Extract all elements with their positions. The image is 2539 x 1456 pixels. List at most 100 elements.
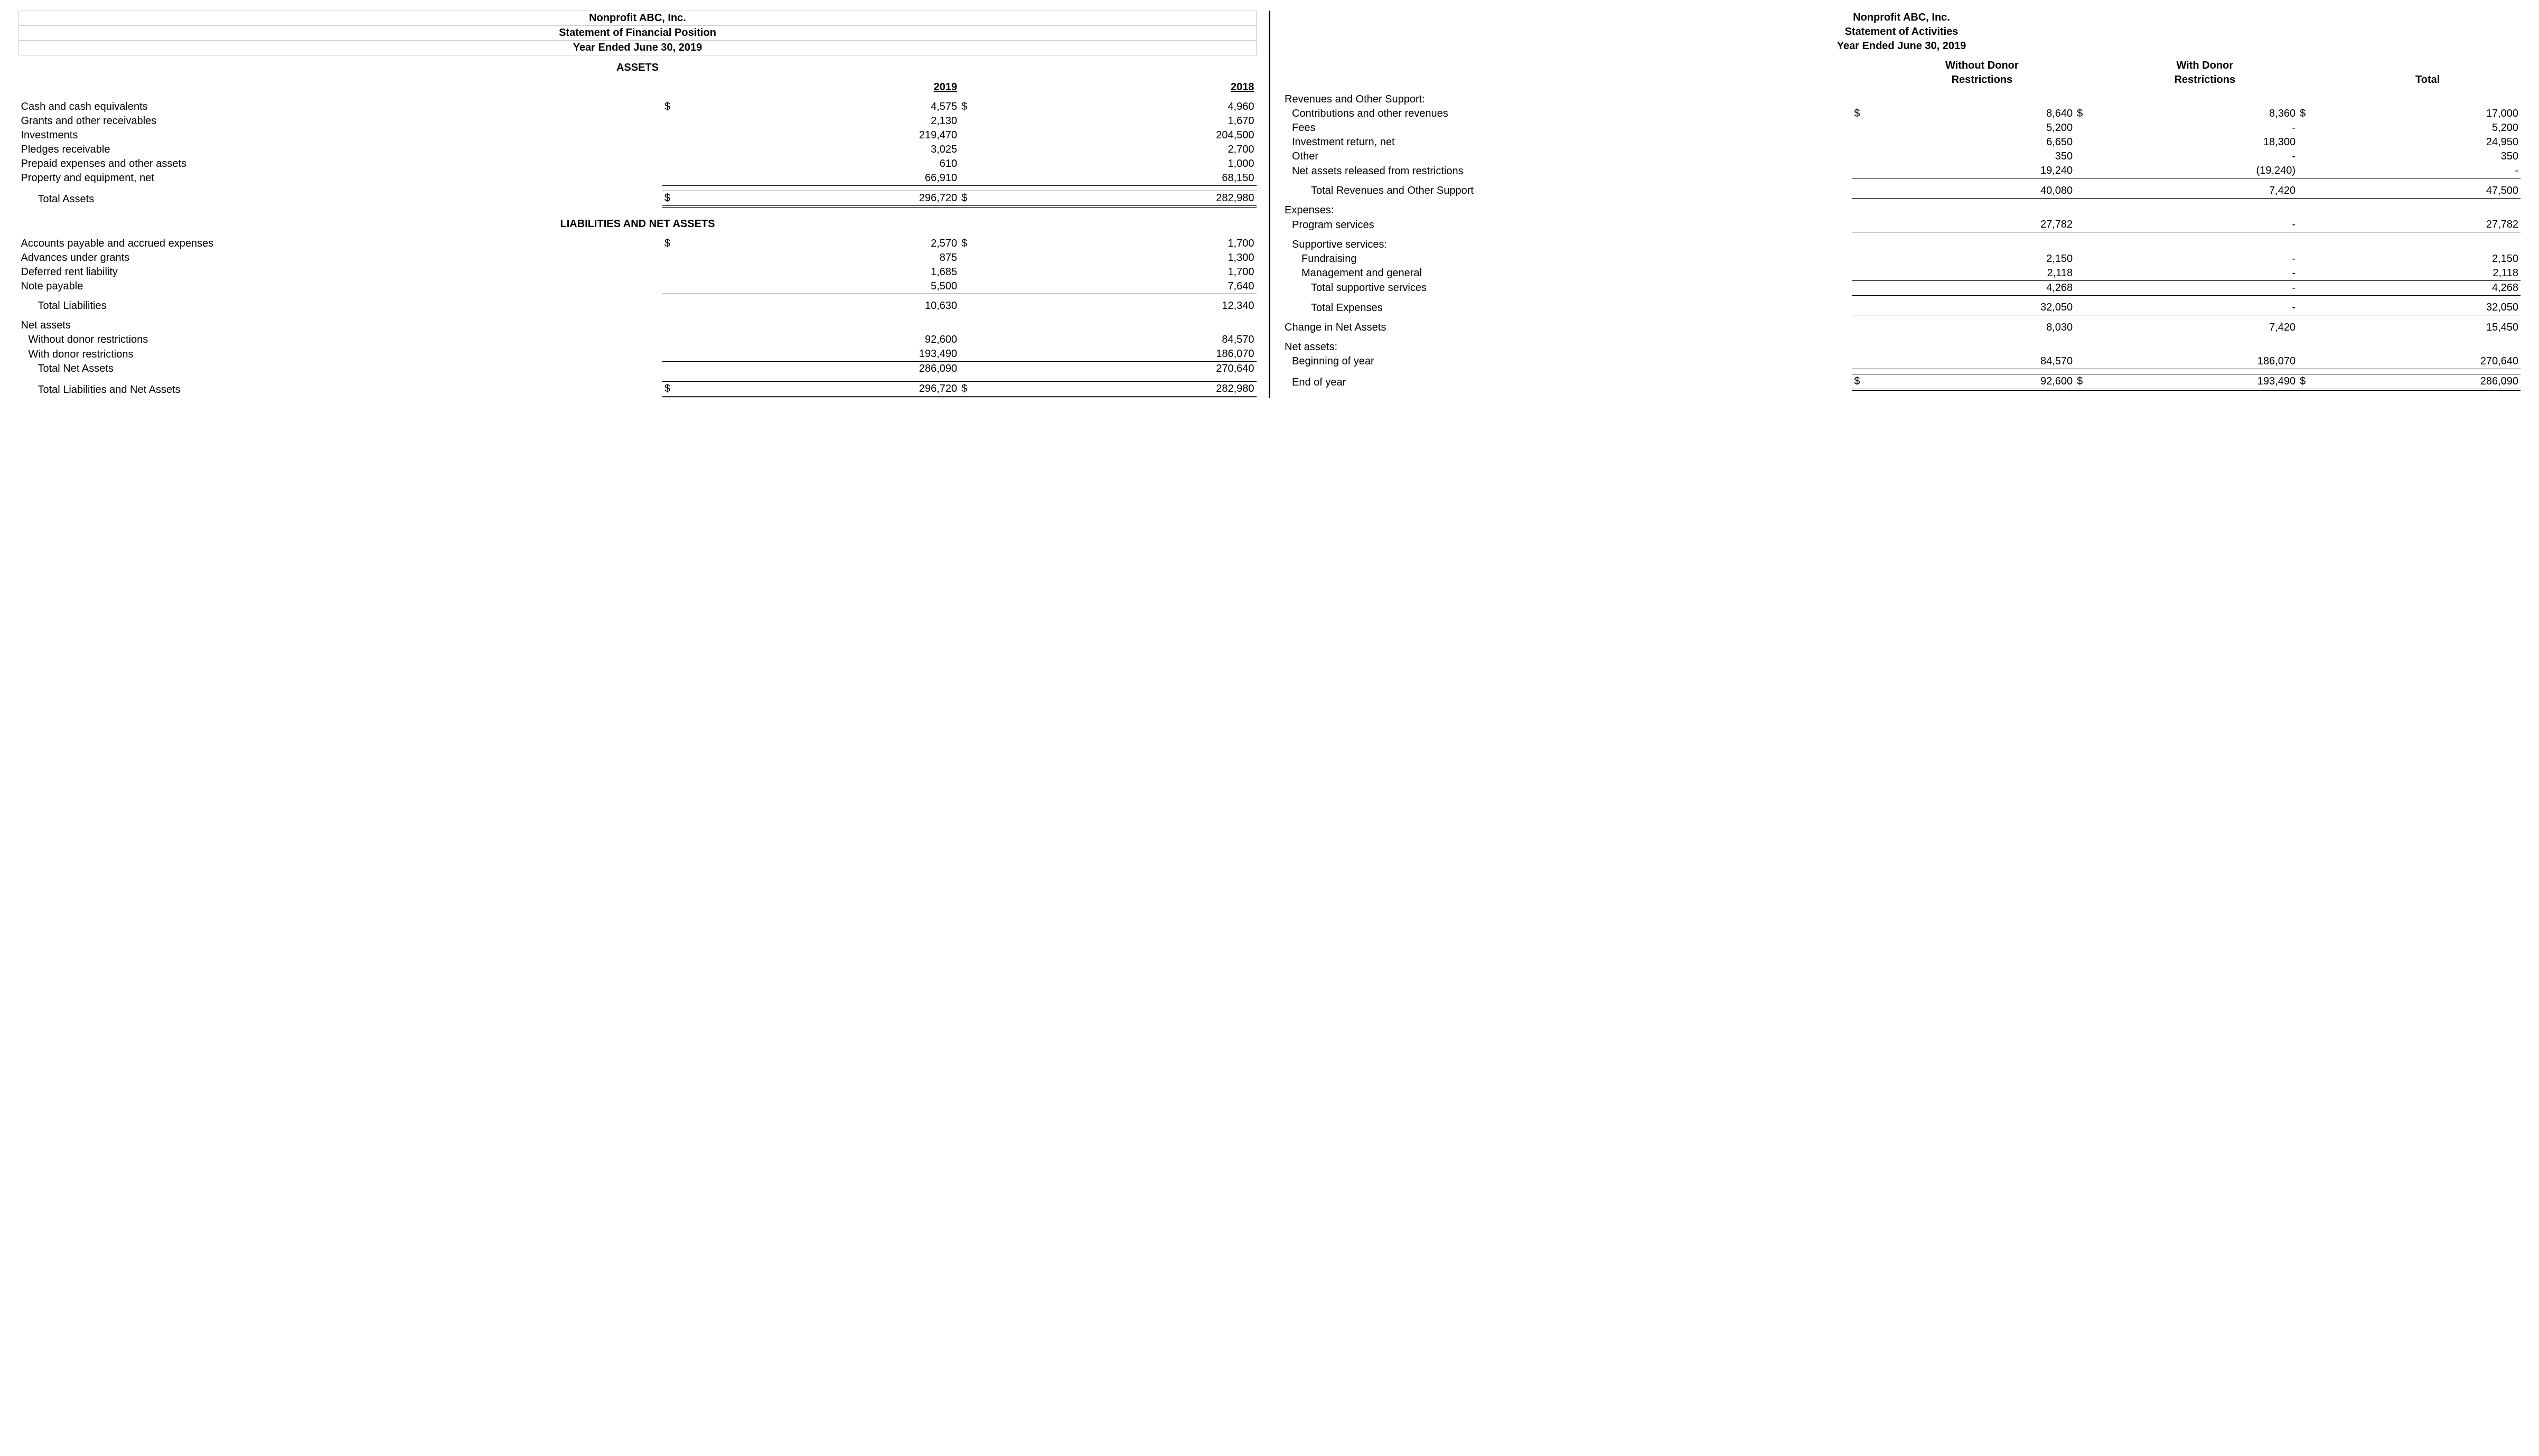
row-label: Prepaid expenses and other assets [19, 157, 662, 171]
row-value: 875 [712, 251, 960, 265]
na-end-row: End of year $ 92,600 $ 193,490 $ 286,090 [1282, 374, 2521, 390]
row-value: 8,640 [1889, 107, 2075, 121]
na-without-row: Without donor restrictions 92,600 84,570 [19, 333, 1257, 347]
total-expenses-row: Total Expenses 32,050 - 32,050 [1282, 300, 2521, 315]
row-value: 2,130 [712, 114, 960, 128]
row-value: 24,950 [2335, 135, 2521, 149]
row-value: 18,300 [2112, 135, 2298, 149]
row-label: Deferred rent liability [19, 265, 662, 279]
row-value: 2,118 [2335, 266, 2521, 281]
row-label: Contributions and other revenues [1282, 107, 1852, 121]
row-value: 19,240 [1889, 164, 2075, 179]
total-assets-label: Total Assets [19, 191, 662, 206]
row-value: - [2112, 266, 2298, 281]
row-value: 1,700 [1009, 237, 1257, 251]
row-label: Accounts payable and accrued expenses [19, 237, 662, 251]
total-liab-label: Total Liabilities [19, 299, 662, 313]
row-value: 1,700 [1009, 265, 1257, 279]
table-row: Contributions and other revenues$8,640$8… [1282, 107, 2521, 121]
row-value: 2,150 [2335, 252, 2521, 266]
row-value: 610 [712, 157, 960, 171]
sfp-org: Nonprofit ABC, Inc. [19, 11, 1257, 26]
row-label: Advances under grants [19, 251, 662, 265]
row-value: 5,500 [712, 279, 960, 294]
table-row: Prepaid expenses and other assets 610 1,00… [19, 157, 1257, 171]
sfp-title: Statement of Financial Position [19, 26, 1257, 41]
table-row: Pledges receivable 3,025 2,700 [19, 143, 1257, 157]
na-begin-row: Beginning of year 84,570 186,070 270,640 [1282, 354, 2521, 369]
soa-org: Nonprofit ABC, Inc. [1282, 11, 2521, 25]
row-value: 5,200 [1889, 121, 2075, 135]
row-label: Cash and cash equivalents [19, 100, 662, 114]
row-label: Pledges receivable [19, 143, 662, 157]
table-row: Accounts payable and accrued expenses$2,… [19, 237, 1257, 251]
row-value: 68,150 [1009, 171, 1257, 186]
col-without-2: Restrictions [1889, 73, 2075, 87]
total-assets-2019: 296,720 [712, 191, 960, 206]
soa-table: Nonprofit ABC, Inc. Statement of Activit… [1282, 11, 2521, 391]
liab-heading: LIABILITIES AND NET ASSETS [19, 217, 1257, 231]
na-with-row: With donor restrictions 193,490 186,070 [19, 347, 1257, 362]
row-value: (19,240) [2112, 164, 2298, 179]
col-with-1: With Donor [2112, 59, 2298, 73]
table-row: Management and general 2,118 - 2,118 [1282, 266, 2521, 281]
row-label: Fees [1282, 121, 1852, 135]
table-row: Other350-350 [1282, 149, 2521, 164]
row-value: 3,025 [712, 143, 960, 157]
row-value: 204,500 [1009, 128, 1257, 143]
col-without-1: Without Donor [1889, 59, 2075, 73]
table-row: Net assets released from restrictions 19,… [1282, 164, 2521, 179]
statement-of-financial-position: Nonprofit ABC, Inc. Statement of Financi… [11, 11, 1264, 398]
row-label: Property and equipment, net [19, 171, 662, 186]
row-value: - [2112, 149, 2298, 164]
row-label: Grants and other receivables [19, 114, 662, 128]
expenses-heading: Expenses: [1282, 203, 2521, 218]
row-value: 350 [2335, 149, 2521, 164]
total-liab-2018: 12,340 [1009, 299, 1257, 313]
row-value: 8,360 [2112, 107, 2298, 121]
total-assets-2018: 282,980 [1009, 191, 1257, 206]
row-value: 66,910 [712, 171, 960, 186]
table-row: Investment return, net 6,650 18,300 24,950 [1282, 135, 2521, 149]
total-liab-row: Total Liabilities 10,630 12,340 [19, 299, 1257, 313]
row-label: Fundraising [1282, 252, 1852, 266]
row-label: Investment return, net [1282, 135, 1852, 149]
na-heading: Net assets: [1282, 340, 2521, 354]
sfp-table: Nonprofit ABC, Inc. Statement of Financi… [18, 11, 1257, 398]
row-value: 1,000 [1009, 157, 1257, 171]
col-with-2: Restrictions [2112, 73, 2298, 87]
panel-divider [1269, 11, 1270, 398]
table-row: Deferred rent liability 1,685 1,700 [19, 265, 1257, 279]
row-value: - [2335, 164, 2521, 179]
total-liab-2019: 10,630 [712, 299, 960, 313]
row-label: Net assets released from restrictions [1282, 164, 1852, 179]
row-value: 2,700 [1009, 143, 1257, 157]
row-value: 6,650 [1889, 135, 2075, 149]
sfp-period: Year Ended June 30, 2019 [19, 41, 1257, 55]
assets-heading: ASSETS [19, 61, 1257, 75]
total-revenues-row: Total Revenues and Other Support 40,080 … [1282, 184, 2521, 199]
table-row: Cash and cash equivalents$4,575$4,960 [19, 100, 1257, 114]
row-value: 1,685 [712, 265, 960, 279]
year-2019: 2019 [712, 80, 960, 95]
table-row: Note payable5,5007,640 [19, 279, 1257, 294]
row-value: 2,570 [712, 237, 960, 251]
program-services-row: Program services 27,782 - 27,782 [1282, 218, 2521, 232]
row-value: 1,670 [1009, 114, 1257, 128]
row-label: Management and general [1282, 266, 1852, 281]
change-in-net-assets-row: Change in Net Assets 8,030 7,420 15,450 [1282, 321, 2521, 335]
table-row: Grants and other receivables 2,130 1,670 [19, 114, 1257, 128]
row-value: 219,470 [712, 128, 960, 143]
row-label: Note payable [19, 279, 662, 294]
row-value: 350 [1889, 149, 2075, 164]
table-row: Fundraising2,150-2,150 [1282, 252, 2521, 266]
table-row: Advances under grants8751,300 [19, 251, 1257, 265]
total-na-row: Total Net Assets 286,090 270,640 [19, 362, 1257, 377]
financial-statements: Nonprofit ABC, Inc. Statement of Financi… [11, 11, 2528, 398]
soa-title: Statement of Activities [1282, 25, 2521, 39]
soa-period: Year Ended June 30, 2019 [1282, 39, 2521, 53]
row-value: 2,118 [1889, 266, 2075, 281]
year-2018: 2018 [1009, 80, 1257, 95]
supportive-heading: Supportive services: [1282, 238, 2521, 252]
table-row: Investments219,470204,500 [19, 128, 1257, 143]
